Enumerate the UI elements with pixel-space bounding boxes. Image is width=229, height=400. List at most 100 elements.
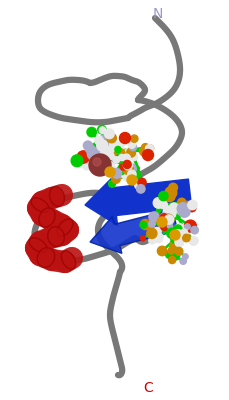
Circle shape (83, 141, 92, 150)
Circle shape (149, 212, 159, 222)
Circle shape (140, 222, 147, 228)
Circle shape (108, 153, 114, 159)
Circle shape (110, 146, 118, 154)
Ellipse shape (48, 226, 64, 246)
Circle shape (138, 178, 146, 186)
Circle shape (170, 242, 178, 250)
Circle shape (113, 175, 120, 183)
Circle shape (115, 146, 121, 152)
Circle shape (172, 236, 179, 243)
Ellipse shape (31, 198, 49, 212)
Circle shape (123, 161, 132, 170)
Circle shape (174, 232, 183, 242)
Circle shape (179, 206, 190, 217)
Circle shape (93, 158, 101, 166)
Circle shape (193, 238, 198, 243)
Circle shape (159, 192, 168, 201)
Circle shape (149, 237, 155, 244)
Circle shape (183, 234, 190, 242)
Circle shape (147, 145, 154, 152)
Circle shape (95, 136, 103, 145)
Circle shape (120, 168, 131, 179)
Circle shape (178, 198, 186, 206)
Circle shape (103, 161, 115, 174)
Circle shape (189, 236, 198, 245)
Circle shape (71, 155, 83, 167)
Circle shape (94, 140, 101, 147)
Circle shape (142, 150, 153, 160)
Circle shape (157, 217, 167, 227)
Circle shape (104, 129, 114, 139)
Circle shape (163, 206, 176, 219)
Circle shape (120, 132, 131, 144)
Circle shape (125, 148, 133, 156)
FancyArrow shape (85, 178, 192, 226)
Circle shape (157, 246, 167, 256)
Circle shape (112, 175, 120, 183)
Circle shape (164, 191, 175, 202)
Circle shape (167, 223, 173, 229)
Circle shape (131, 135, 138, 142)
Circle shape (168, 248, 175, 254)
Circle shape (177, 203, 189, 215)
Circle shape (113, 157, 120, 163)
Circle shape (175, 238, 184, 247)
Ellipse shape (37, 248, 55, 267)
Circle shape (166, 251, 173, 258)
Circle shape (161, 192, 168, 198)
Circle shape (105, 167, 115, 177)
Circle shape (131, 154, 138, 160)
Circle shape (101, 146, 113, 158)
Text: N: N (153, 7, 163, 21)
Circle shape (160, 201, 167, 209)
Circle shape (125, 163, 136, 174)
Circle shape (82, 158, 93, 170)
Circle shape (183, 228, 190, 235)
Circle shape (87, 148, 100, 160)
Circle shape (173, 225, 182, 234)
Circle shape (149, 221, 155, 228)
Circle shape (123, 160, 131, 168)
Circle shape (128, 170, 136, 178)
Ellipse shape (29, 238, 47, 252)
Circle shape (153, 227, 161, 236)
Ellipse shape (57, 219, 73, 236)
Circle shape (123, 172, 132, 181)
Circle shape (106, 136, 117, 146)
Circle shape (123, 164, 133, 174)
Circle shape (112, 143, 124, 155)
Text: C: C (143, 381, 153, 395)
Circle shape (112, 168, 122, 178)
Circle shape (99, 127, 106, 134)
Circle shape (174, 224, 185, 234)
Circle shape (97, 140, 108, 151)
Circle shape (110, 170, 118, 178)
Ellipse shape (39, 208, 55, 227)
Circle shape (129, 144, 136, 151)
Circle shape (153, 198, 164, 208)
Circle shape (89, 154, 111, 176)
Circle shape (160, 213, 167, 220)
Circle shape (128, 141, 136, 148)
Circle shape (169, 203, 179, 212)
Circle shape (119, 136, 128, 146)
Circle shape (115, 154, 125, 164)
Circle shape (165, 187, 177, 198)
Circle shape (112, 146, 121, 154)
Circle shape (147, 228, 157, 238)
Circle shape (170, 250, 180, 260)
Circle shape (136, 185, 145, 193)
Circle shape (158, 217, 171, 229)
Circle shape (134, 180, 144, 190)
Circle shape (123, 154, 131, 162)
Circle shape (169, 256, 176, 264)
Circle shape (188, 200, 197, 210)
Circle shape (90, 158, 96, 164)
Circle shape (99, 156, 108, 165)
Circle shape (153, 233, 163, 243)
Ellipse shape (61, 251, 76, 269)
Circle shape (140, 220, 150, 230)
Circle shape (188, 203, 196, 212)
Circle shape (85, 144, 95, 153)
Circle shape (181, 229, 188, 236)
